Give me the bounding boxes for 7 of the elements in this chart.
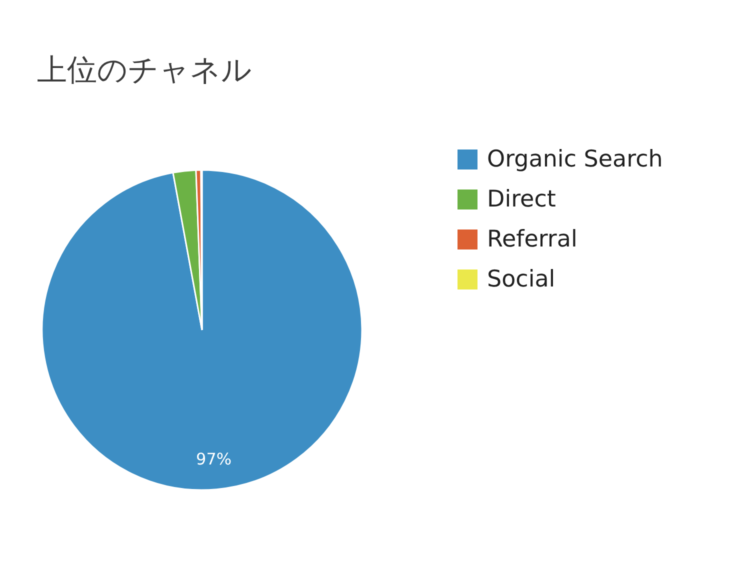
legend-label: Referral [487, 226, 578, 252]
legend-label: Organic Search [487, 146, 663, 172]
chart-title: 上位のチャネル [37, 53, 252, 88]
pie-slice [41, 169, 363, 491]
data-label: 97% [196, 449, 232, 468]
legend-label: Direct [487, 186, 556, 212]
legend-label: Social [487, 266, 556, 292]
